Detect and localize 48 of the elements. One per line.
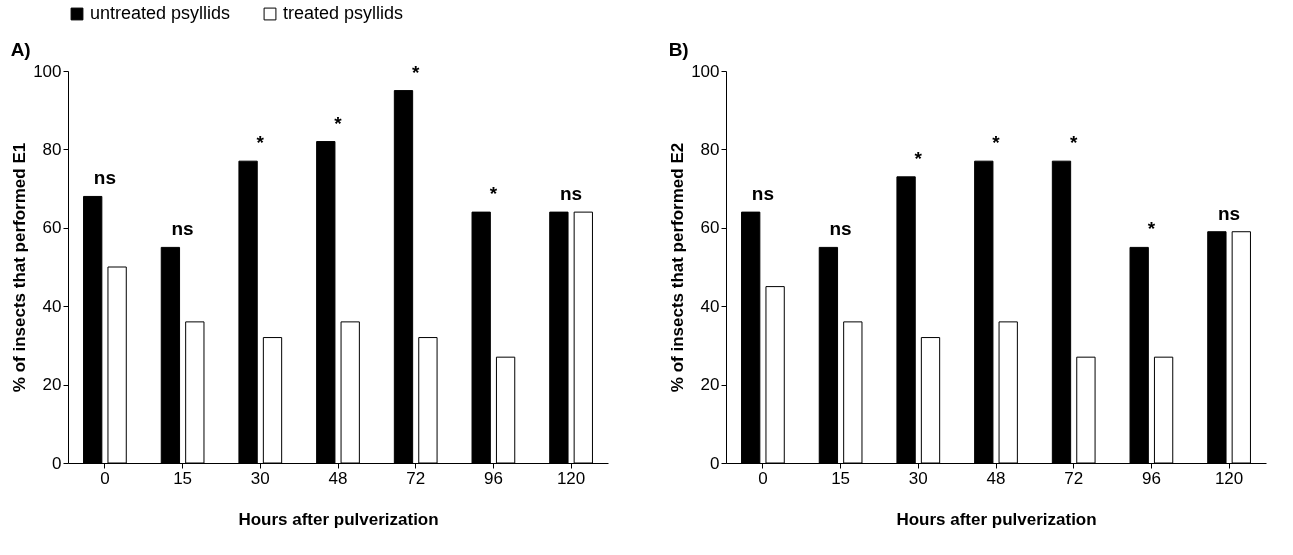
y-tick-label: 60 bbox=[42, 218, 62, 238]
annotation: * bbox=[489, 183, 498, 205]
annotation: * bbox=[411, 61, 420, 83]
annotation: ns bbox=[829, 218, 852, 240]
x-tick-label: 15 bbox=[831, 468, 851, 488]
legend-label: untreated psyllids bbox=[90, 3, 231, 23]
y-tick-label: 80 bbox=[700, 139, 720, 159]
x-tick-label: 120 bbox=[1214, 468, 1244, 488]
x-tick-label: 72 bbox=[1064, 468, 1084, 488]
x-tick-label: 30 bbox=[908, 468, 928, 488]
y-axis-title: % of insects that performed E1 bbox=[10, 142, 30, 393]
x-tick-label: 48 bbox=[986, 468, 1006, 488]
y-tick-label: 20 bbox=[700, 375, 720, 395]
annotation: ns bbox=[751, 183, 774, 205]
y-tick-label: 80 bbox=[42, 139, 62, 159]
annotation: * bbox=[1069, 132, 1078, 154]
y-tick-label: 0 bbox=[710, 453, 720, 473]
y-tick-label: 40 bbox=[42, 296, 62, 316]
annotation: ns bbox=[560, 183, 583, 205]
annotation: ns bbox=[171, 218, 194, 240]
legend-label: treated psyllids bbox=[283, 3, 404, 23]
x-tick-label: 72 bbox=[406, 468, 426, 488]
annotation: * bbox=[1147, 218, 1156, 240]
y-axis-title: % of insects that performed E2 bbox=[668, 142, 688, 393]
y-tick-label: 60 bbox=[700, 218, 720, 238]
y-tick-label: 20 bbox=[42, 375, 62, 395]
x-tick-label: 120 bbox=[556, 468, 586, 488]
x-tick-label: 0 bbox=[100, 468, 110, 488]
y-tick-label: 40 bbox=[700, 296, 720, 316]
chart-title: A) bbox=[10, 39, 31, 60]
x-tick-label: 96 bbox=[483, 468, 503, 488]
x-tick-label: 15 bbox=[173, 468, 193, 488]
chart-title: B) bbox=[668, 39, 689, 60]
x-tick-label: 0 bbox=[758, 468, 768, 488]
annotation: * bbox=[334, 112, 343, 134]
x-tick-label: 96 bbox=[1141, 468, 1161, 488]
annotation: ns bbox=[1218, 202, 1241, 224]
x-axis-title: Hours after pulverization bbox=[896, 509, 1097, 529]
annotation: * bbox=[256, 132, 265, 154]
annotation: * bbox=[914, 147, 923, 169]
annotation: ns bbox=[93, 167, 116, 189]
x-tick-label: 48 bbox=[328, 468, 348, 488]
x-tick-label: 30 bbox=[250, 468, 270, 488]
y-tick-label: 100 bbox=[33, 61, 62, 81]
y-tick-label: 100 bbox=[691, 61, 720, 81]
annotation: * bbox=[992, 132, 1001, 154]
x-axis-title: Hours after pulverization bbox=[238, 509, 439, 529]
y-tick-label: 0 bbox=[52, 453, 62, 473]
